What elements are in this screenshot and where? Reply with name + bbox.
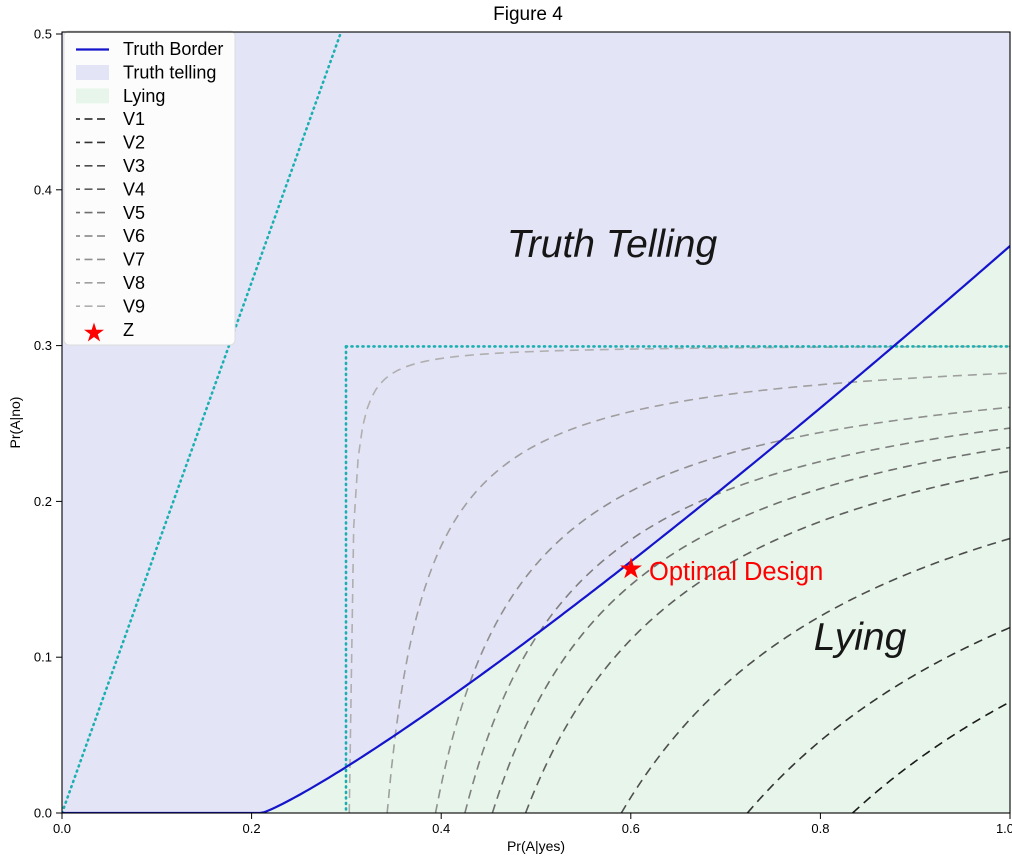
svg-text:0.2: 0.2 (243, 821, 261, 836)
svg-text:V2: V2 (123, 133, 145, 153)
svg-text:0.6: 0.6 (622, 821, 640, 836)
svg-text:Pr(A|no): Pr(A|no) (7, 397, 23, 449)
svg-text:0.5: 0.5 (34, 27, 52, 42)
svg-text:0.2: 0.2 (34, 494, 52, 509)
svg-text:V9: V9 (123, 296, 145, 316)
svg-text:V6: V6 (123, 226, 145, 246)
svg-text:V8: V8 (123, 273, 145, 293)
svg-text:Truth Telling: Truth Telling (507, 223, 718, 266)
svg-text:Pr(A|yes): Pr(A|yes) (507, 838, 565, 854)
svg-text:0.0: 0.0 (53, 821, 71, 836)
svg-text:0.4: 0.4 (432, 821, 450, 836)
svg-text:V5: V5 (123, 203, 145, 223)
svg-text:0.3: 0.3 (34, 338, 52, 353)
svg-text:V3: V3 (123, 156, 145, 176)
svg-text:Optimal Design: Optimal Design (649, 558, 823, 586)
svg-text:Truth Border: Truth Border (123, 39, 223, 59)
svg-text:Lying: Lying (814, 616, 907, 659)
svg-text:V1: V1 (123, 109, 145, 129)
svg-text:0.1: 0.1 (34, 650, 52, 665)
svg-text:Lying: Lying (123, 86, 165, 106)
svg-text:1.0: 1.0 (996, 821, 1012, 836)
svg-text:Z: Z (123, 320, 134, 340)
svg-text:0.4: 0.4 (34, 182, 52, 197)
svg-text:Figure 4: Figure 4 (493, 4, 563, 25)
svg-text:0.0: 0.0 (34, 806, 52, 821)
svg-text:V7: V7 (123, 250, 145, 270)
svg-text:V4: V4 (123, 179, 145, 199)
svg-text:0.8: 0.8 (811, 821, 829, 836)
svg-text:Truth telling: Truth telling (123, 62, 216, 82)
